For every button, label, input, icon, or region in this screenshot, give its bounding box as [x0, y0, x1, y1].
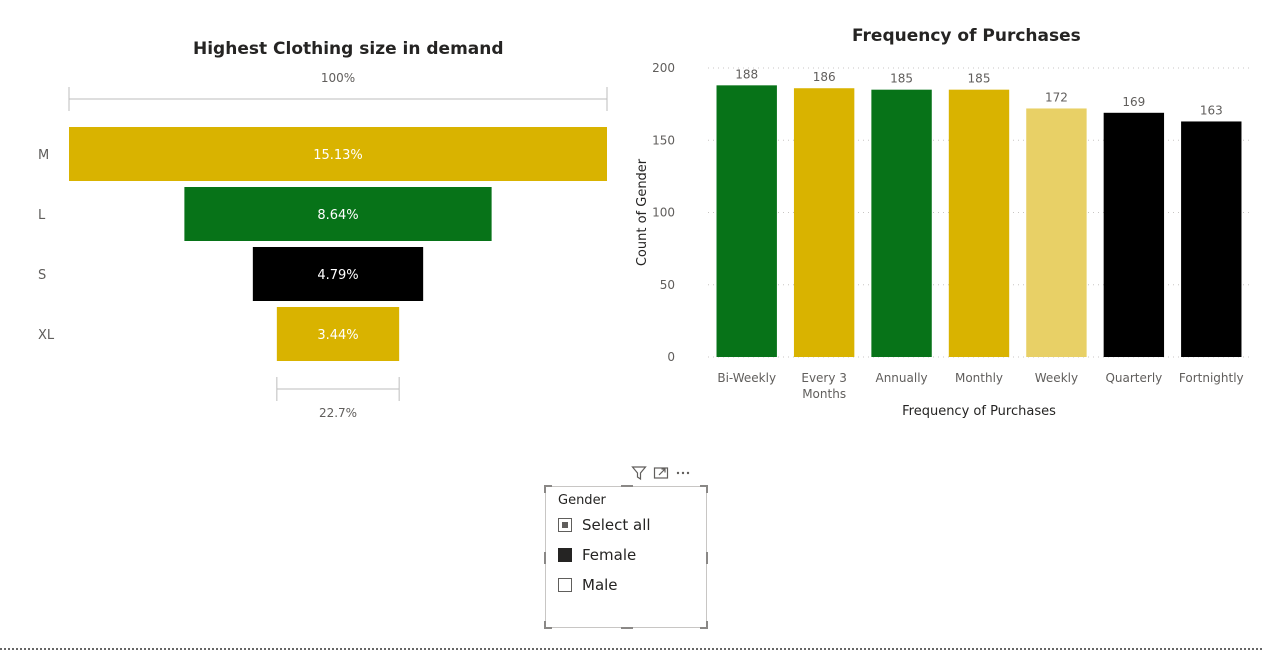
bar-chart-title: Frequency of Purchases	[852, 26, 1081, 46]
funnel-category-label: S	[38, 268, 46, 283]
x-tick-label: Fortnightly	[1179, 371, 1244, 385]
x-tick-label: Bi-Weekly	[717, 371, 776, 385]
bar-data-label: 163	[1200, 103, 1223, 117]
funnel-category-label: XL	[38, 328, 55, 343]
resize-handle-right[interactable]	[706, 552, 708, 564]
funnel-bar	[69, 127, 607, 181]
slicer-item-label: Male	[582, 576, 618, 594]
resize-handle-top-left[interactable]	[544, 485, 552, 487]
funnel-bar	[184, 187, 492, 241]
checkbox-checked-icon[interactable]	[558, 548, 572, 562]
more-options-icon[interactable]	[672, 464, 694, 482]
funnel-value-label: 3.44%	[317, 328, 358, 343]
bar	[1103, 112, 1165, 357]
bar-data-label: 169	[1122, 95, 1145, 109]
resize-handle-top-right[interactable]	[706, 485, 708, 493]
bar	[871, 89, 932, 358]
visual-header	[628, 464, 694, 482]
bar	[793, 88, 855, 357]
resize-handle-top-right[interactable]	[700, 485, 708, 487]
resize-handle-bottom-left[interactable]	[544, 621, 546, 629]
resize-handle-bottom-left[interactable]	[544, 627, 552, 629]
funnel-chart: 100% 15.13% M 8.64% L 4.79% S 3.44% XL 22.7%	[38, 71, 608, 420]
bar-data-label: 172	[1045, 90, 1068, 104]
y-axis-title: Count of Gender	[635, 158, 650, 266]
y-tick-label: 100	[652, 206, 675, 220]
funnel-category-label: L	[38, 208, 46, 223]
resize-handle-top[interactable]	[621, 485, 633, 487]
x-tick-label: Every 3	[801, 371, 847, 385]
funnel-bar	[276, 307, 400, 361]
checkbox-unchecked-icon[interactable]	[558, 578, 572, 592]
funnel-bar	[252, 247, 424, 301]
filter-icon[interactable]	[628, 464, 650, 482]
x-tick-label: Monthly	[955, 371, 1003, 385]
y-tick-label: 200	[652, 61, 675, 75]
x-tick-label: Months	[802, 387, 846, 401]
gender-slicer[interactable]: Gender Select all Female Male	[544, 485, 708, 629]
slicer-item-label: Female	[582, 546, 637, 564]
funnel-top-label: 100%	[321, 71, 355, 85]
x-tick-label: Quarterly	[1105, 371, 1162, 385]
slicer-item-label: Select all	[582, 516, 651, 534]
resize-handle-bottom-right[interactable]	[706, 621, 708, 629]
funnel-value-label: 4.79%	[317, 268, 358, 283]
y-tick-label: 50	[660, 278, 675, 292]
resize-handle-bottom[interactable]	[621, 627, 633, 629]
page-bottom-divider	[0, 648, 1262, 650]
bar-data-label: 188	[735, 67, 758, 81]
focus-mode-icon[interactable]	[650, 464, 672, 482]
funnel-category-label: M	[38, 148, 49, 163]
x-axis-title: Frequency of Purchases	[902, 404, 1056, 419]
slicer-item-male[interactable]: Male	[558, 575, 618, 595]
checkbox-partial-icon[interactable]	[558, 518, 572, 532]
bar-data-label: 185	[968, 72, 991, 86]
resize-handle-left[interactable]	[544, 552, 546, 564]
slicer-item-select-all[interactable]: Select all	[558, 515, 651, 535]
y-tick-label: 0	[667, 350, 675, 364]
x-tick-label: Annually	[875, 371, 927, 385]
bar	[1181, 121, 1242, 357]
funnel-value-label: 8.64%	[317, 208, 358, 223]
funnel-value-label: 15.13%	[313, 148, 363, 163]
resize-handle-top-left[interactable]	[544, 485, 546, 493]
bar-chart: 0 50 100 150 200 188 Bi-Weekly 186 Every 3 Months…	[635, 61, 1250, 419]
slicer-title: Gender	[558, 493, 606, 508]
bar	[1026, 108, 1087, 358]
bar-data-label: 185	[890, 72, 913, 86]
y-tick-label: 150	[652, 133, 675, 147]
bar	[716, 85, 777, 357]
bar-data-label: 186	[813, 70, 836, 84]
x-tick-label: Weekly	[1035, 371, 1078, 385]
slicer-item-female[interactable]: Female	[558, 545, 636, 565]
bar	[948, 89, 1010, 358]
funnel-title: Highest Clothing size in demand	[193, 39, 504, 59]
funnel-bottom-label: 22.7%	[319, 406, 357, 420]
resize-handle-bottom-right[interactable]	[700, 627, 708, 629]
